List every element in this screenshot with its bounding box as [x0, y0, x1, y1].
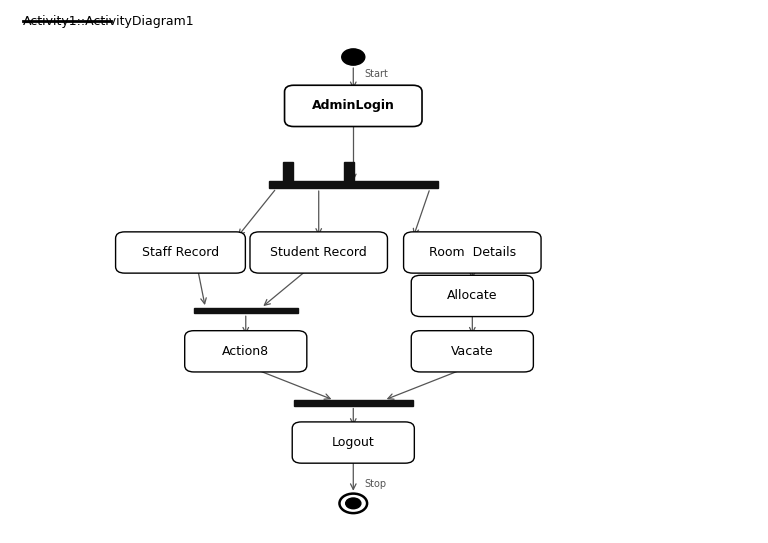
Text: Activity1::ActivityDiagram1: Activity1::ActivityDiagram1	[23, 15, 194, 28]
FancyBboxPatch shape	[184, 331, 306, 372]
Text: Allocate: Allocate	[447, 289, 498, 302]
Bar	[344, 162, 355, 183]
Text: Student Record: Student Record	[270, 246, 367, 259]
Text: Start: Start	[365, 69, 389, 79]
FancyBboxPatch shape	[115, 232, 245, 273]
Text: Room  Details: Room Details	[429, 246, 516, 259]
Circle shape	[342, 49, 365, 65]
Bar	[269, 181, 438, 188]
Text: Stop: Stop	[365, 479, 387, 489]
Bar	[194, 308, 298, 313]
Text: Logout: Logout	[332, 436, 375, 449]
FancyBboxPatch shape	[292, 422, 415, 463]
Circle shape	[339, 494, 367, 513]
Text: AdminLogin: AdminLogin	[312, 99, 395, 112]
FancyBboxPatch shape	[250, 232, 387, 273]
FancyBboxPatch shape	[412, 275, 533, 317]
Circle shape	[346, 498, 361, 509]
Text: Vacate: Vacate	[451, 345, 494, 358]
FancyBboxPatch shape	[284, 85, 422, 127]
FancyBboxPatch shape	[403, 232, 541, 273]
FancyBboxPatch shape	[412, 331, 533, 372]
Text: Staff Record: Staff Record	[142, 246, 219, 259]
Text: Action8: Action8	[222, 345, 270, 358]
Bar	[293, 400, 412, 406]
Bar	[283, 162, 293, 183]
